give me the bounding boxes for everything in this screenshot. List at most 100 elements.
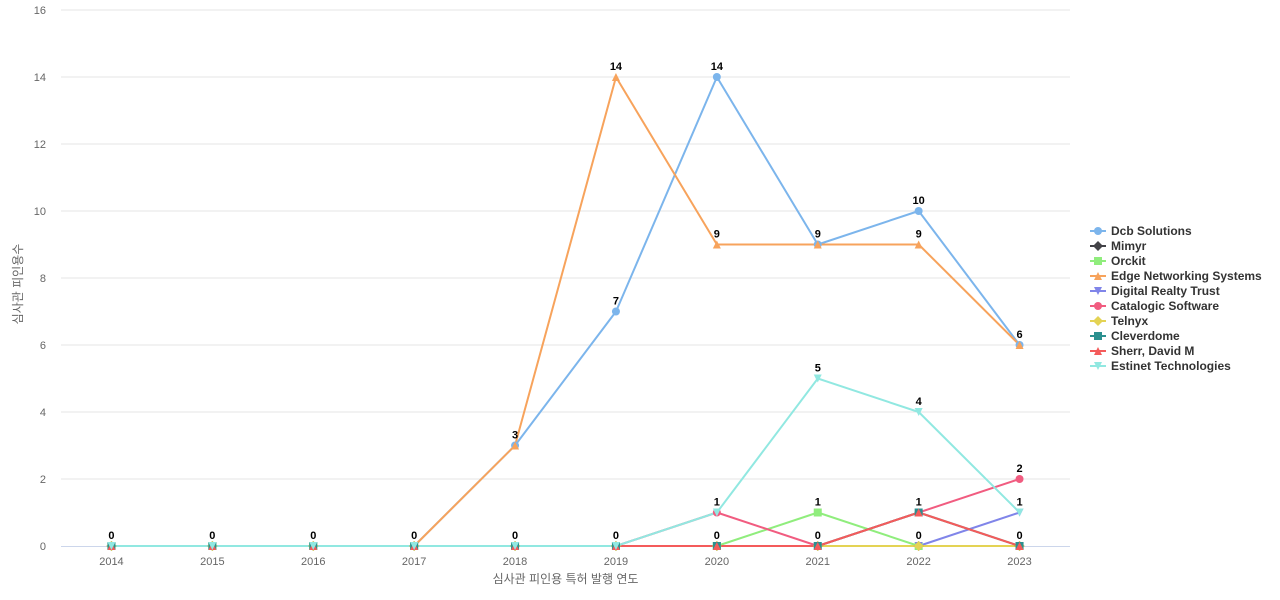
x-tick-label: 2016 (301, 556, 325, 568)
legend-symbol (1094, 347, 1102, 355)
data-label: 5 (815, 363, 821, 375)
data-label: 0 (108, 530, 114, 542)
legend-symbol (1094, 362, 1102, 370)
data-point-sherr-david-m (813, 542, 822, 550)
data-point-catalogic-software (1015, 475, 1024, 483)
data-label: 10 (913, 195, 925, 207)
data-point-sherr-david-m (914, 508, 923, 517)
legend-label: Edge Networking Systems (1111, 269, 1262, 283)
data-label: 7 (613, 296, 619, 308)
data-label: 0 (209, 530, 215, 542)
x-tick-label: 2018 (503, 556, 527, 568)
legend-symbol (1094, 287, 1102, 295)
data-label: 0 (916, 530, 922, 542)
series-line-dcb-solutions (110, 76, 1021, 547)
y-axis-ticks: 0 2 4 6 8 10 12 14 16 (34, 5, 46, 553)
data-point-edge-networking-systems (1015, 341, 1024, 349)
legend-item-orckit[interactable]: Orckit (1090, 254, 1146, 268)
series-line-cleverdome (110, 511, 1021, 547)
x-tick-label: 2023 (1007, 556, 1031, 568)
data-label: 1 (1016, 497, 1022, 509)
legend-item-mimyr[interactable]: Mimyr (1090, 239, 1147, 253)
legend-label: Telnyx (1111, 314, 1148, 328)
data-point-sherr-david-m (712, 542, 721, 550)
data-label: 2 (1016, 463, 1022, 475)
series-markers (106, 73, 1025, 551)
x-tick-label: 2019 (604, 556, 628, 568)
data-point-estinet-technologies (410, 542, 419, 550)
data-label: 1 (815, 497, 821, 509)
data-point-estinet-technologies (813, 374, 822, 383)
data-label: 0 (714, 530, 720, 542)
legend-symbol (1094, 302, 1102, 310)
x-tick-label: 2020 (705, 556, 729, 568)
x-tick-label: 2022 (906, 556, 930, 568)
x-tick-label: 2014 (99, 556, 123, 568)
x-axis-title: 심사관 피인용 특허 발행 연도 (493, 571, 639, 586)
y-tick-label: 14 (34, 72, 46, 84)
legend-item-dcb-solutions[interactable]: Dcb Solutions (1090, 224, 1192, 238)
data-label: 0 (613, 530, 619, 542)
legend-symbol (1094, 272, 1102, 280)
legend-label: Orckit (1111, 254, 1146, 268)
legend-symbol (1093, 241, 1103, 251)
data-point-telnyx (913, 541, 924, 551)
data-point-estinet-technologies (511, 542, 520, 550)
data-label: 14 (610, 61, 623, 73)
legend-item-catalogic-software[interactable]: Catalogic Software (1090, 299, 1219, 313)
data-point-estinet-technologies (1015, 508, 1024, 517)
legend-symbol (1094, 257, 1102, 265)
x-tick-label: 2021 (806, 556, 830, 568)
data-point-edge-networking-systems (712, 240, 721, 249)
legend-label: Digital Realty Trust (1111, 284, 1220, 298)
data-label: 0 (1016, 530, 1022, 542)
x-axis-ticks: 2014 2015 2016 2017 2018 2019 2020 2021 2022 2023 (99, 556, 1032, 568)
x-tick-label: 2015 (200, 556, 224, 568)
grid-lines (61, 9, 1070, 480)
data-point-estinet-technologies (309, 542, 318, 550)
legend-item-cleverdome[interactable]: Cleverdome (1090, 329, 1180, 343)
legend-item-sherr-david-m[interactable]: Sherr, David M (1090, 344, 1194, 358)
data-label: 1 (714, 497, 720, 509)
data-label: 4 (916, 396, 923, 408)
data-point-dcb-solutions (611, 307, 620, 316)
y-tick-label: 0 (40, 541, 46, 553)
data-point-estinet-technologies (107, 542, 116, 550)
legend-label: Cleverdome (1111, 329, 1180, 343)
legend-label: Catalogic Software (1111, 299, 1219, 313)
data-point-edge-networking-systems (813, 240, 822, 249)
data-point-dcb-solutions (712, 73, 721, 81)
data-label: 0 (512, 530, 518, 542)
series-lines (110, 76, 1021, 547)
data-point-edge-networking-systems (511, 441, 520, 450)
series-line-orckit (110, 511, 1021, 547)
data-label: 1 (916, 497, 922, 509)
legend-item-digital-realty-trust[interactable]: Digital Realty Trust (1090, 284, 1220, 298)
y-tick-label: 16 (34, 5, 46, 17)
data-label: 3 (512, 430, 518, 442)
data-point-estinet-technologies (914, 408, 923, 416)
data-point-edge-networking-systems (611, 73, 620, 81)
data-point-edge-networking-systems (914, 240, 923, 249)
x-tick-label: 2017 (402, 556, 426, 568)
series-line-estinet-technologies (110, 377, 1021, 547)
y-axis-title: 심사관 피인용수 (11, 244, 25, 325)
legend-symbol (1094, 332, 1102, 340)
legend-item-telnyx[interactable]: Telnyx (1090, 314, 1148, 328)
data-label: 9 (815, 229, 821, 241)
y-tick-label: 8 (40, 273, 46, 285)
legend-item-estinet-technologies[interactable]: Estinet Technologies (1090, 359, 1231, 373)
data-label: 14 (711, 61, 724, 73)
y-tick-label: 12 (34, 139, 46, 151)
data-point-sherr-david-m (1015, 542, 1024, 550)
legend-symbol (1094, 227, 1102, 235)
y-tick-label: 2 (40, 474, 46, 486)
data-label: 6 (1016, 329, 1022, 341)
legend-item-edge-networking-systems[interactable]: Edge Networking Systems (1090, 269, 1262, 283)
data-point-orckit (813, 508, 822, 517)
legend-label: Sherr, David M (1111, 344, 1194, 358)
series-line-edge-networking-systems (110, 76, 1021, 547)
data-label: 9 (916, 229, 922, 241)
